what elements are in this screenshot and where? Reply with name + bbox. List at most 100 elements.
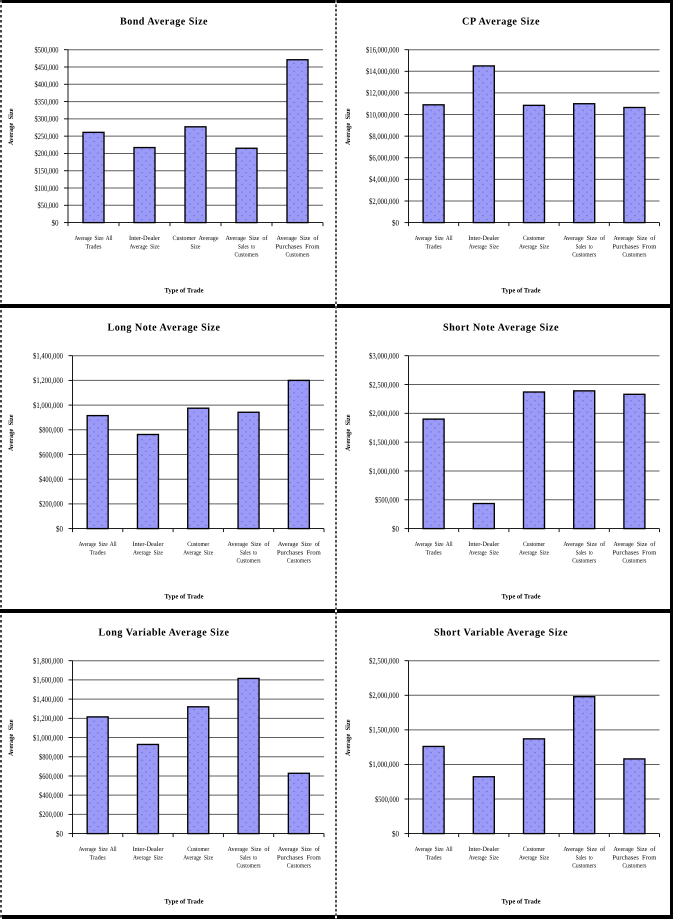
svg-text:Trades: Trades: [426, 854, 442, 861]
svg-text:Customer: Customer: [187, 541, 210, 548]
svg-text:Average Size: Average Size: [519, 243, 549, 250]
svg-text:Average Size of: Average Size of: [228, 846, 271, 853]
svg-text:Average Size: Average Size: [183, 549, 213, 556]
svg-text:Inter-Dealer: Inter-Dealer: [132, 846, 164, 853]
svg-text:Average Size: Average Size: [8, 414, 15, 451]
svg-text:Trades: Trades: [86, 243, 102, 250]
svg-text:Average Size: Average Size: [519, 854, 549, 861]
svg-text:$300,000: $300,000: [35, 115, 59, 124]
svg-text:Sales to: Sales to: [238, 243, 255, 250]
svg-text:Average Size All: Average Size All: [415, 235, 453, 242]
svg-text:Sales to: Sales to: [576, 549, 593, 556]
svg-text:Average Size of: Average Size of: [278, 846, 321, 853]
svg-text:$150,000: $150,000: [35, 167, 59, 176]
svg-text:Customers: Customers: [287, 558, 311, 565]
svg-text:Customers: Customers: [572, 558, 596, 565]
svg-text:Trades: Trades: [90, 854, 106, 861]
svg-text:$1,200,000: $1,200,000: [33, 376, 63, 385]
svg-text:$450,000: $450,000: [35, 63, 59, 72]
svg-text:Sales to: Sales to: [576, 243, 593, 250]
svg-text:$1,400,000: $1,400,000: [33, 352, 63, 361]
svg-text:$100,000: $100,000: [35, 184, 59, 193]
svg-text:Average Size of: Average Size of: [563, 235, 606, 242]
svg-text:Trades: Trades: [426, 243, 442, 250]
svg-text:Type of Trade: Type of Trade: [165, 594, 204, 601]
svg-text:Customer: Customer: [187, 846, 210, 853]
svg-text:$3,000,000: $3,000,000: [369, 352, 399, 361]
svg-text:$600,000: $600,000: [39, 450, 63, 459]
svg-text:Customer: Customer: [523, 541, 546, 548]
svg-text:Average Size of: Average Size of: [613, 541, 656, 548]
svg-text:Average Size All: Average Size All: [79, 846, 117, 853]
svg-text:$200,000: $200,000: [39, 500, 63, 509]
svg-text:Average Size All: Average Size All: [415, 541, 453, 548]
svg-text:Average Size of: Average Size of: [278, 541, 321, 548]
svg-text:Average Size of: Average Size of: [613, 235, 656, 242]
svg-text:Purchases From: Purchases From: [277, 854, 321, 861]
svg-text:$1,600,000: $1,600,000: [33, 676, 63, 685]
svg-text:Customers: Customers: [235, 252, 259, 259]
svg-text:Average Size of: Average Size of: [226, 235, 269, 242]
svg-text:Average Size of: Average Size of: [277, 235, 320, 242]
svg-text:Average Size of: Average Size of: [563, 846, 606, 853]
svg-text:$500,000: $500,000: [35, 46, 59, 55]
svg-text:Type of Trade: Type of Trade: [502, 594, 541, 601]
svg-text:$0: $0: [56, 524, 63, 533]
svg-text:Trades: Trades: [90, 549, 106, 556]
svg-text:Sales to: Sales to: [576, 854, 593, 861]
svg-text:Inter-Dealer: Inter-Dealer: [132, 541, 164, 548]
svg-text:$400,000: $400,000: [39, 475, 63, 484]
svg-text:$1,000,000: $1,000,000: [369, 760, 399, 769]
svg-text:$50,000: $50,000: [38, 201, 59, 210]
svg-text:Size: Size: [191, 243, 201, 250]
svg-text:Sales to: Sales to: [240, 549, 257, 556]
svg-text:$0: $0: [392, 218, 399, 227]
svg-text:Customer Average: Customer Average: [173, 235, 219, 242]
svg-text:Purchases From: Purchases From: [612, 854, 656, 861]
svg-text:$4,000,000: $4,000,000: [369, 175, 399, 184]
svg-text:CP Average Size: CP Average Size: [462, 16, 540, 27]
svg-text:Average Size: Average Size: [519, 549, 549, 556]
svg-text:$400,000: $400,000: [39, 791, 63, 800]
svg-text:Average Size: Average Size: [133, 549, 163, 556]
svg-text:Type of Trade: Type of Trade: [165, 288, 204, 295]
svg-text:Sales to: Sales to: [240, 854, 257, 861]
svg-text:Average Size All: Average Size All: [75, 235, 113, 242]
svg-text:Customer: Customer: [523, 846, 546, 853]
svg-text:$1,000,000: $1,000,000: [33, 401, 63, 410]
svg-text:$250,000: $250,000: [35, 132, 59, 141]
svg-text:Customers: Customers: [572, 252, 596, 259]
svg-text:Customers: Customers: [622, 252, 646, 259]
svg-text:Average Size of: Average Size of: [563, 541, 606, 548]
svg-text:Type of Trade: Type of Trade: [165, 899, 204, 906]
svg-text:Customer: Customer: [523, 235, 546, 242]
svg-text:$2,000,000: $2,000,000: [369, 409, 399, 418]
svg-text:Average Size: Average Size: [8, 108, 15, 145]
svg-text:Inter-Dealer: Inter-Dealer: [129, 235, 161, 242]
svg-text:$2,000,000: $2,000,000: [369, 197, 399, 206]
svg-text:$1,500,000: $1,500,000: [369, 438, 399, 447]
svg-text:Average Size: Average Size: [345, 719, 352, 756]
svg-text:Customers: Customers: [622, 558, 646, 565]
svg-text:Inter-Dealer: Inter-Dealer: [468, 235, 500, 242]
svg-text:Customers: Customers: [286, 252, 310, 259]
svg-text:$800,000: $800,000: [39, 426, 63, 435]
svg-text:Purchases From: Purchases From: [277, 549, 321, 556]
svg-text:$1,000,000: $1,000,000: [33, 733, 63, 742]
svg-text:$0: $0: [392, 524, 399, 533]
svg-text:Average Size of: Average Size of: [228, 541, 271, 548]
svg-text:Purchases From: Purchases From: [612, 243, 656, 250]
svg-text:Short Variable Average Size: Short Variable Average Size: [434, 627, 568, 638]
svg-text:$1,800,000: $1,800,000: [33, 657, 63, 666]
svg-text:Average Size: Average Size: [8, 719, 15, 756]
svg-text:Average Size of: Average Size of: [613, 846, 656, 853]
svg-text:Long Note Average Size: Long Note Average Size: [108, 322, 221, 333]
svg-text:Average Size: Average Size: [469, 549, 499, 556]
svg-text:Type of Trade: Type of Trade: [502, 899, 541, 906]
svg-text:Customers: Customers: [622, 863, 646, 870]
svg-text:Inter-Dealer: Inter-Dealer: [468, 846, 500, 853]
svg-text:Customers: Customers: [572, 863, 596, 870]
svg-text:$2,000,000: $2,000,000: [369, 691, 399, 700]
svg-text:$500,000: $500,000: [375, 496, 399, 505]
svg-text:$0: $0: [392, 829, 399, 838]
